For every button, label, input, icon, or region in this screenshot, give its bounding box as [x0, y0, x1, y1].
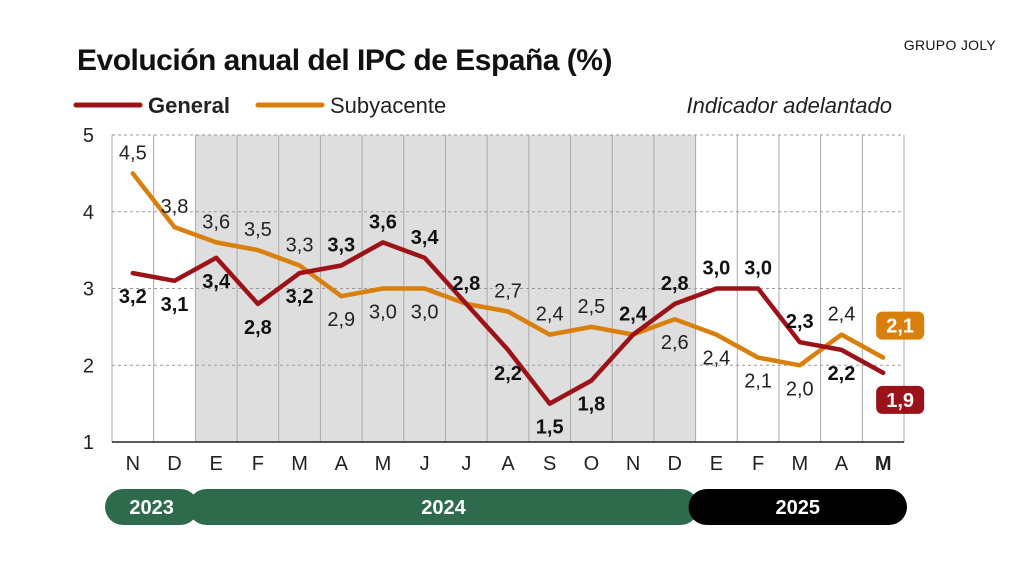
data-label-subyacente: 2,5	[577, 296, 605, 318]
data-label-general: 2,2	[494, 363, 522, 385]
data-label-subyacente: 2,4	[703, 348, 731, 370]
data-label-general: 2,4	[619, 304, 648, 326]
data-label-subyacente: 2,4	[828, 304, 856, 326]
y-tick-label: 5	[83, 125, 94, 147]
data-label-subyacente: 3,6	[202, 211, 230, 233]
data-label-subyacente: 2,7	[494, 281, 522, 303]
x-tick-label: F	[752, 453, 764, 475]
latest-badge-subyacente-bg	[876, 311, 925, 340]
data-label-general: 3,2	[119, 286, 147, 308]
data-label-subyacente: 3,0	[411, 302, 439, 324]
legend-label-general: General	[148, 93, 230, 118]
data-label-subyacente: 2,0	[786, 378, 814, 400]
data-label-general: 3,2	[286, 286, 314, 308]
data-label-general: 2,8	[661, 273, 689, 295]
data-label-general: 3,0	[744, 258, 772, 280]
year-label-2023: 2023	[129, 497, 174, 519]
x-tick-label: A	[335, 453, 349, 475]
data-label-general: 3,1	[161, 294, 189, 316]
data-label-subyacente: 2,1	[744, 371, 772, 393]
data-label-general: 2,8	[244, 317, 272, 339]
data-label-general: 1,5	[536, 417, 564, 439]
data-label-subyacente: 3,8	[161, 196, 189, 218]
x-tick-label: M	[875, 453, 892, 475]
year-label-2024: 2024	[421, 497, 466, 519]
x-tick-label: E	[710, 453, 723, 475]
x-tick-label: N	[626, 453, 640, 475]
x-tick-label: D	[668, 453, 682, 475]
latest-badge-general: 1,9	[886, 390, 914, 412]
data-label-subyacente: 3,5	[244, 219, 272, 241]
x-tick-label: N	[126, 453, 140, 475]
chart-title: Evolución anual del IPC de España (%)	[77, 44, 612, 77]
data-label-general: 3,4	[202, 271, 231, 293]
latest-badge-subyacente: 2,1	[886, 316, 914, 338]
data-label-subyacente: 2,6	[661, 332, 689, 354]
data-label-general: 2,2	[828, 363, 856, 385]
data-label-general: 2,8	[452, 273, 480, 295]
data-label-general: 3,6	[369, 211, 397, 233]
data-label-subyacente: 3,3	[286, 234, 314, 256]
data-label-subyacente: 4,5	[119, 142, 147, 164]
x-tick-label: M	[375, 453, 392, 475]
y-tick-label: 1	[83, 432, 94, 454]
year-pill-2023	[105, 489, 199, 525]
series-line-subyacente	[130, 171, 886, 368]
year-label-2025: 2025	[776, 497, 821, 519]
x-tick-label: J	[420, 453, 430, 475]
year-pill-2025	[688, 489, 907, 525]
x-tick-label: O	[584, 453, 600, 475]
x-tick-label: D	[167, 453, 181, 475]
data-label-general: 3,3	[327, 234, 355, 256]
x-tick-label: J	[461, 453, 471, 475]
advance-indicator-note: Indicador adelantado	[687, 93, 893, 118]
data-label-general: 1,8	[577, 394, 605, 416]
latest-badge-general-bg	[876, 385, 925, 414]
x-tick-label: M	[791, 453, 808, 475]
x-tick-label: A	[501, 453, 515, 475]
year-pill-2024	[188, 489, 699, 525]
legend-label-subyacente: Subyacente	[330, 93, 446, 118]
data-label-subyacente: 3,0	[369, 302, 397, 324]
series-line-general	[130, 240, 886, 406]
data-label-general: 3,0	[703, 258, 731, 280]
brand-label: GRUPO JOLY	[903, 37, 996, 53]
y-tick-label: 3	[83, 279, 94, 301]
x-tick-label: A	[835, 453, 849, 475]
data-label-subyacente: 2,4	[536, 304, 564, 326]
data-label-subyacente: 2,9	[327, 309, 355, 331]
x-tick-label: F	[252, 453, 264, 475]
data-label-general: 2,3	[786, 311, 814, 333]
data-label-general: 3,4	[411, 227, 440, 249]
x-tick-label: S	[543, 453, 556, 475]
y-tick-label: 4	[83, 202, 94, 224]
x-tick-label: M	[291, 453, 308, 475]
x-tick-label: E	[210, 453, 223, 475]
y-tick-label: 2	[83, 355, 94, 377]
